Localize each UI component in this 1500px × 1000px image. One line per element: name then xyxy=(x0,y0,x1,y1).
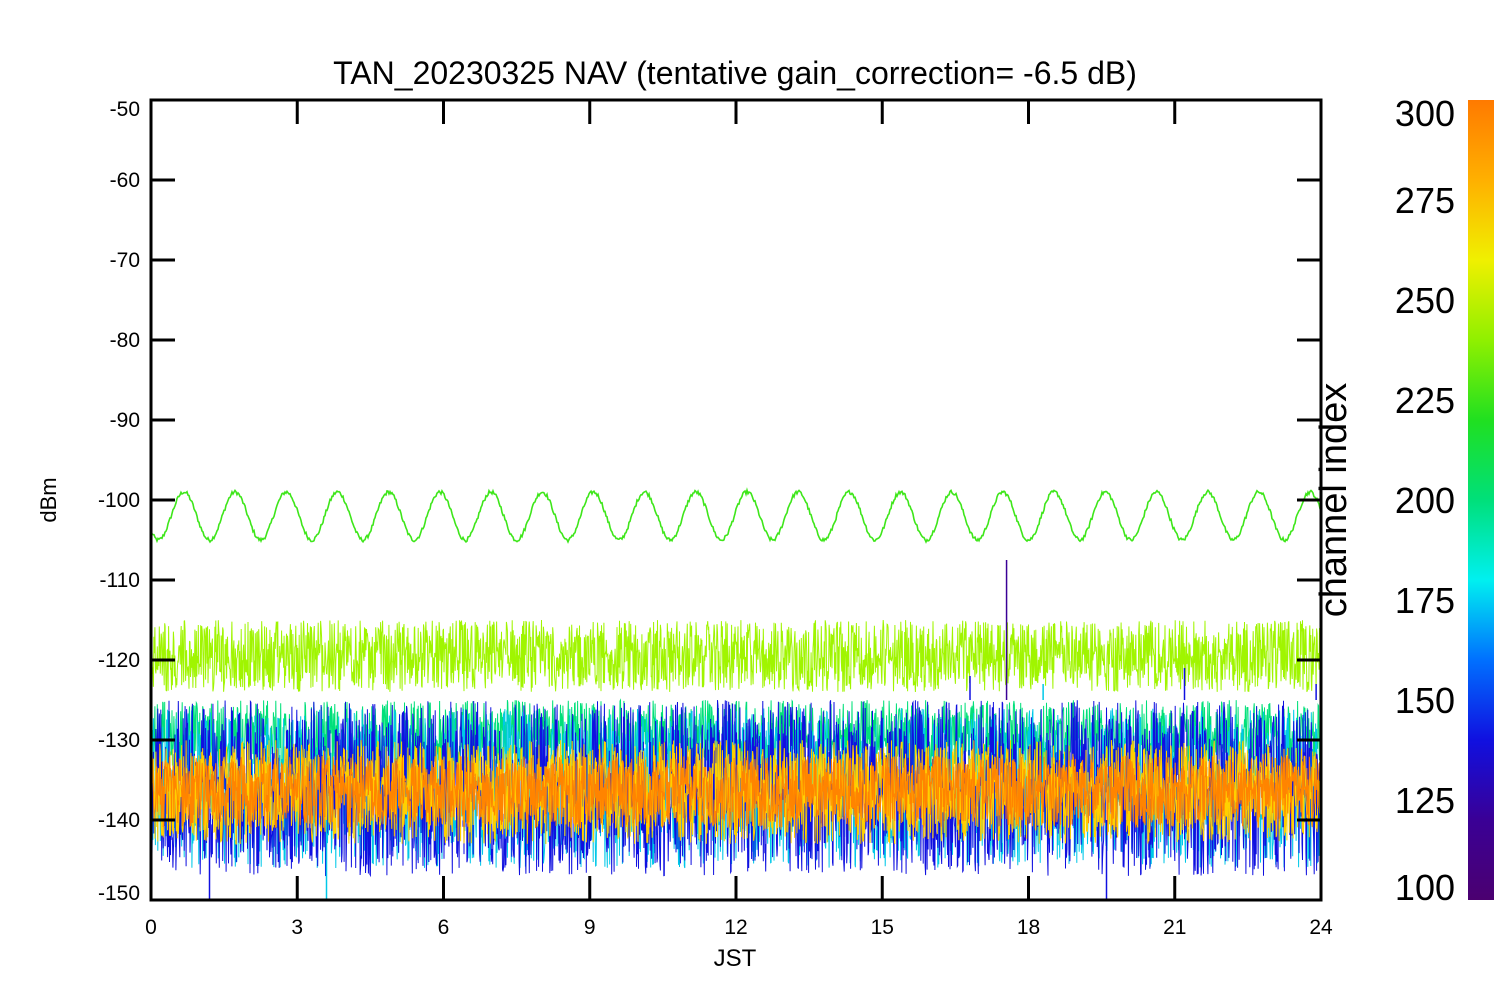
colorbar-tick-label: 275 xyxy=(1395,180,1455,221)
colorbar-tick-label: 300 xyxy=(1395,93,1455,134)
x-axis: 0 3 6 9 12 15 18 21 24 xyxy=(145,100,1333,939)
y-tick-label: -110 xyxy=(100,569,140,592)
y-tick-label: -130 xyxy=(98,729,140,752)
y-axis: -50 -60 -70 -80 -90 -100 -110 -120 -130 -140 -150 xyxy=(98,98,1321,905)
x-tick-label: 9 xyxy=(584,916,596,939)
colorbar xyxy=(1468,100,1494,900)
colorbar-axis: 300 275 250 225 200 175 150 125 100 xyxy=(1395,93,1455,908)
y-tick-label: -50 xyxy=(110,98,140,121)
colorbar-tick-label: 150 xyxy=(1395,680,1455,721)
colorbar-tick-label: 250 xyxy=(1395,280,1455,321)
y-tick-label: -100 xyxy=(98,489,140,512)
chart-title: TAN_20230325 NAV (tentative gain_correct… xyxy=(333,55,1137,91)
y-tick-label: -90 xyxy=(110,409,140,432)
y-tick-label: -70 xyxy=(110,249,140,272)
series-band-290 xyxy=(151,754,1321,829)
colorbar-tick-label: 200 xyxy=(1395,480,1455,521)
colorbar-tick-label: 100 xyxy=(1395,867,1455,908)
x-tick-label: 6 xyxy=(438,916,450,939)
colorbar-tick-label: 175 xyxy=(1395,580,1455,621)
x-axis-label: JST xyxy=(714,945,757,972)
x-tick-label: 12 xyxy=(724,916,747,939)
colorbar-label: channel index xyxy=(1313,383,1355,618)
y-tick-label: -60 xyxy=(110,169,140,192)
y-axis-label: dBm xyxy=(36,477,61,522)
x-tick-label: 15 xyxy=(871,916,894,939)
plot-area xyxy=(151,487,1321,900)
y-tick-label: -80 xyxy=(110,329,140,352)
y-tick-label: -140 xyxy=(98,809,140,832)
x-tick-label: 0 xyxy=(145,916,157,939)
colorbar-tick-label: 125 xyxy=(1395,780,1455,821)
x-tick-label: 24 xyxy=(1309,916,1333,939)
x-tick-label: 21 xyxy=(1163,916,1186,939)
y-tick-label: -120 xyxy=(98,649,140,672)
x-tick-label: 3 xyxy=(291,916,303,939)
series-line-240 xyxy=(151,487,1321,544)
x-tick-label: 18 xyxy=(1017,916,1040,939)
y-tick-label: -150 xyxy=(98,882,140,905)
series-band-260 xyxy=(151,619,1321,693)
colorbar-tick-label: 225 xyxy=(1395,380,1455,421)
